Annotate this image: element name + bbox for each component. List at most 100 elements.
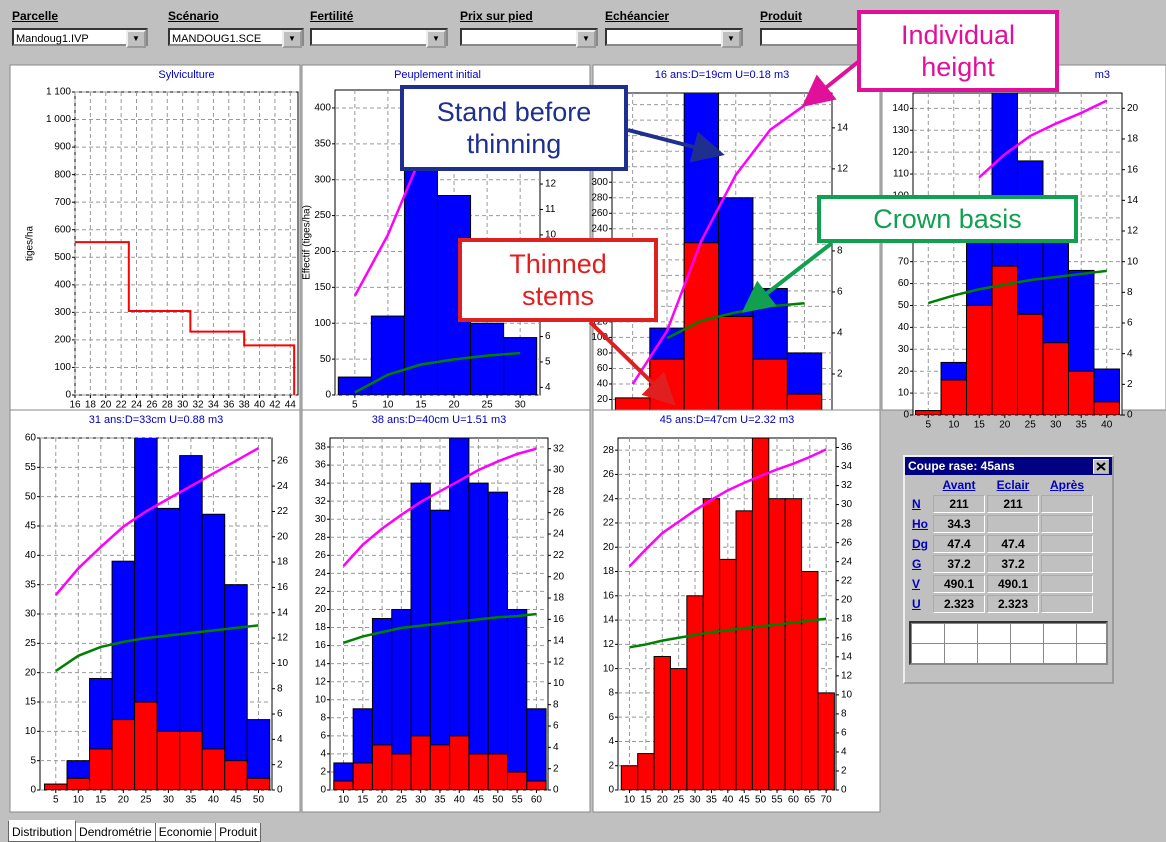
x-tick-label: 50 [492,795,504,806]
bar [111,719,136,790]
x-tick-label: 26 [146,400,158,411]
y-tick-label: 55 [25,462,37,473]
x-tick-label: 15 [95,795,107,806]
y2-tick-label: 16 [1127,164,1139,175]
combo-box[interactable]: Mandoug1.IVP ▼ [12,28,148,48]
row-label: N [912,497,921,511]
bar [718,315,754,415]
chart-title: m3 [1095,69,1110,81]
y-tick-label: 110 [893,169,909,180]
y-tick-label: 130 [892,125,909,136]
y-tick-label: 4 [320,749,326,760]
y-tick-label: 10 [25,726,37,737]
column-header: Après [1049,478,1084,492]
x-tick-label: 36 [223,400,235,411]
y-tick-label: 5 [30,755,36,766]
y-tick-label: 260 [591,208,608,219]
table-cell: 37.2 [987,555,1039,573]
combo-box[interactable]: ▼ [310,28,448,48]
bar [991,265,1019,415]
bar [224,584,248,790]
y2-tick-label: 16 [553,614,565,625]
y-tick-label: 0 [65,390,71,401]
y2-tick-label: 26 [277,455,289,466]
chart-title: Peuplement initial [394,69,481,81]
y2-tick-label: 4 [1127,348,1133,359]
dropdown-button[interactable]: ▼ [576,30,596,48]
y-tick-label: 140 [892,103,909,114]
x-tick-label: 15 [415,400,427,411]
y-tick-label: 14 [603,615,615,626]
y2-tick-label: 4 [841,747,847,758]
y2-tick-label: 36 [841,442,853,453]
x-tick-label: 25 [396,795,408,806]
y-tick-label: 20 [898,366,910,377]
field-label: Produit [760,9,802,23]
bar [653,655,671,790]
y2-tick-label: 10 [1127,256,1139,267]
x-tick-label: 25 [1025,420,1037,431]
column-header: Eclair [996,478,1030,492]
x-tick-label: 50 [755,795,767,806]
y-tick-label: 12 [603,639,615,650]
dropdown-button[interactable]: ▼ [126,30,146,48]
combo-box[interactable]: MANDOUG1.SCE ▼ [168,28,304,48]
data-line [75,241,296,395]
combo-box[interactable]: ▼ [605,28,743,48]
tab[interactable]: Dendrométrie [75,823,156,842]
bar [470,322,505,395]
y-tick-label: 1 100 [46,87,71,98]
data-line [342,447,537,567]
table-cell: 2.323 [933,595,985,613]
bar [156,730,181,790]
tab[interactable]: Produit [215,823,262,842]
y-tick-label: 700 [54,197,71,208]
bar [410,735,431,790]
y-tick-label: 20 [315,604,327,615]
bar [1067,370,1095,415]
y2-tick-label: 20 [553,571,565,582]
y-tick-label: 350 [314,138,331,149]
combo-box[interactable]: ▼ [460,28,598,48]
y2-tick-label: 32 [553,443,565,454]
x-tick-label: 30 [515,400,527,411]
y2-tick-label: 8 [837,246,843,257]
y-tick-label: 10 [603,663,615,674]
x-tick-label: 35 [185,795,197,806]
y-tick-label: 16 [603,590,615,601]
chart-title: Sylviculture [158,69,214,81]
table-cell: 211 [987,495,1039,513]
x-tick-label: 20 [999,420,1011,431]
table-cell [987,515,1039,533]
bar [487,753,508,790]
y-tick-label: 300 [54,307,71,318]
dropdown-button[interactable]: ▼ [282,30,302,48]
dropdown-button[interactable]: ▼ [426,30,446,48]
tab[interactable]: Distribution [8,820,77,842]
grid-control[interactable] [909,621,1108,665]
y-tick-label: 150 [314,282,331,293]
dropdown-button[interactable]: ▼ [721,30,741,48]
y-tick-label: 200 [314,246,331,257]
close-button[interactable] [1093,459,1109,474]
bar [702,498,721,790]
tab[interactable]: Economie [154,823,217,842]
y2-tick-label: 28 [841,518,853,529]
x-tick-label: 25 [673,795,685,806]
y-tick-label: 35 [25,579,37,590]
bar [526,708,547,790]
table-cell [1041,535,1093,553]
y-axis-label: Effectif (tiges/ha) [302,205,313,280]
x-tick-label: 20 [448,400,460,411]
x-tick-label: 35 [1076,420,1088,431]
table-cell [1041,515,1093,533]
y-tick-label: 0 [325,390,331,401]
bar [637,753,655,790]
y-tick-label: 6 [608,712,614,723]
x-tick-label: 20 [657,795,669,806]
y-tick-label: 18 [315,622,327,633]
bar [66,777,91,790]
y-tick-label: 32 [315,496,327,507]
bar [246,777,271,790]
y2-tick-label: 30 [841,499,853,510]
